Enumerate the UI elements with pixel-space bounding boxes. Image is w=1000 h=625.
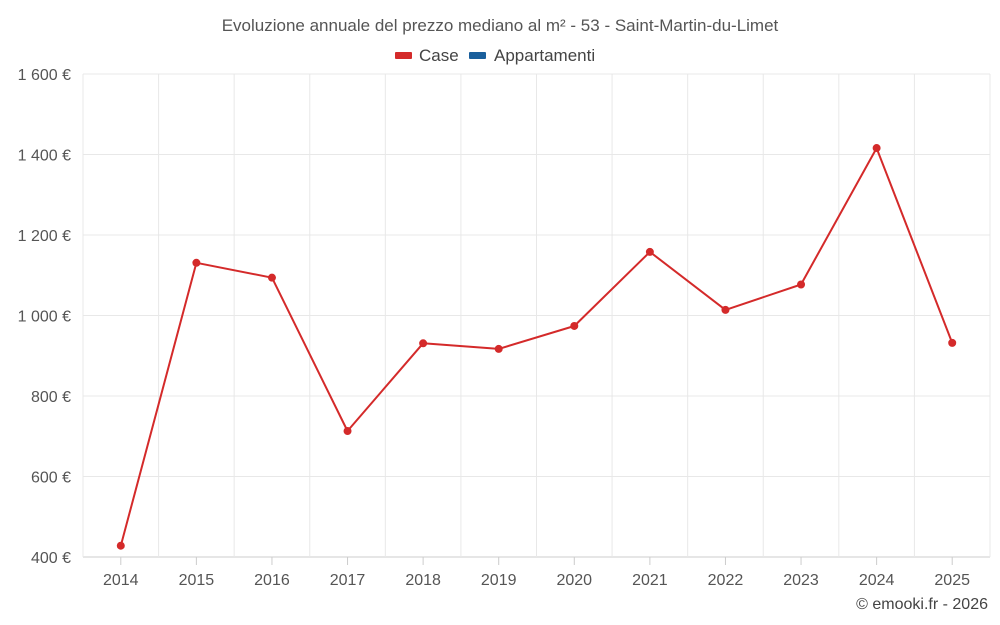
legend-item-appartamenti[interactable]: Appartamenti [469, 46, 595, 65]
data-point [645, 247, 654, 256]
data-point [721, 305, 730, 314]
legend-swatch-case [395, 52, 412, 59]
legend: Case Appartamenti [395, 46, 595, 65]
x-tick-label: 2020 [556, 572, 592, 589]
x-tick-label: 2021 [632, 572, 668, 589]
y-tick-label: 1 200 € [18, 228, 71, 245]
data-point [948, 338, 957, 347]
chart-title: Evoluzione annuale del prezzo mediano al… [222, 16, 779, 35]
data-point [797, 280, 806, 289]
data-point [343, 427, 352, 436]
data-point [267, 273, 276, 282]
x-tick-label: 2015 [179, 572, 215, 589]
grid [82, 73, 991, 558]
data-point [419, 339, 428, 348]
x-tick-label: 2024 [859, 572, 895, 589]
y-axis: 400 € 600 € 800 € 1 000 € 1 200 € 1 400 € 1 60… [18, 67, 71, 567]
y-tick-label: 1 600 € [18, 67, 71, 84]
x-tick-label: 2025 [934, 572, 970, 589]
x-tick-label: 2014 [103, 572, 139, 589]
data-point [872, 144, 881, 153]
series-line-case [119, 147, 954, 546]
x-tick-label: 2022 [708, 572, 744, 589]
y-tick-label: 1 000 € [18, 309, 71, 326]
legend-label-appartamenti: Appartamenti [494, 46, 595, 65]
x-tick-label: 2019 [481, 572, 517, 589]
x-axis: 2014 2015 2016 2017 2018 2019 2020 2021 2022 2023… [103, 557, 970, 589]
legend-label-case: Case [419, 46, 459, 65]
y-tick-label: 400 € [31, 550, 71, 567]
x-tick-label: 2016 [254, 572, 290, 589]
legend-swatch-appartamenti [469, 52, 486, 59]
y-tick-label: 600 € [31, 470, 71, 487]
x-tick-label: 2023 [783, 572, 819, 589]
x-tick-label: 2017 [330, 572, 366, 589]
credit: © emooki.fr - 2026 [856, 596, 988, 613]
y-tick-label: 800 € [31, 389, 71, 406]
data-point [494, 344, 503, 353]
legend-item-case[interactable]: Case [395, 46, 459, 65]
data-point [116, 541, 125, 550]
series-layer [116, 144, 957, 550]
data-point [570, 321, 579, 330]
y-tick-label: 1 400 € [18, 148, 71, 165]
x-tick-label: 2018 [405, 572, 441, 589]
data-point [192, 258, 201, 267]
